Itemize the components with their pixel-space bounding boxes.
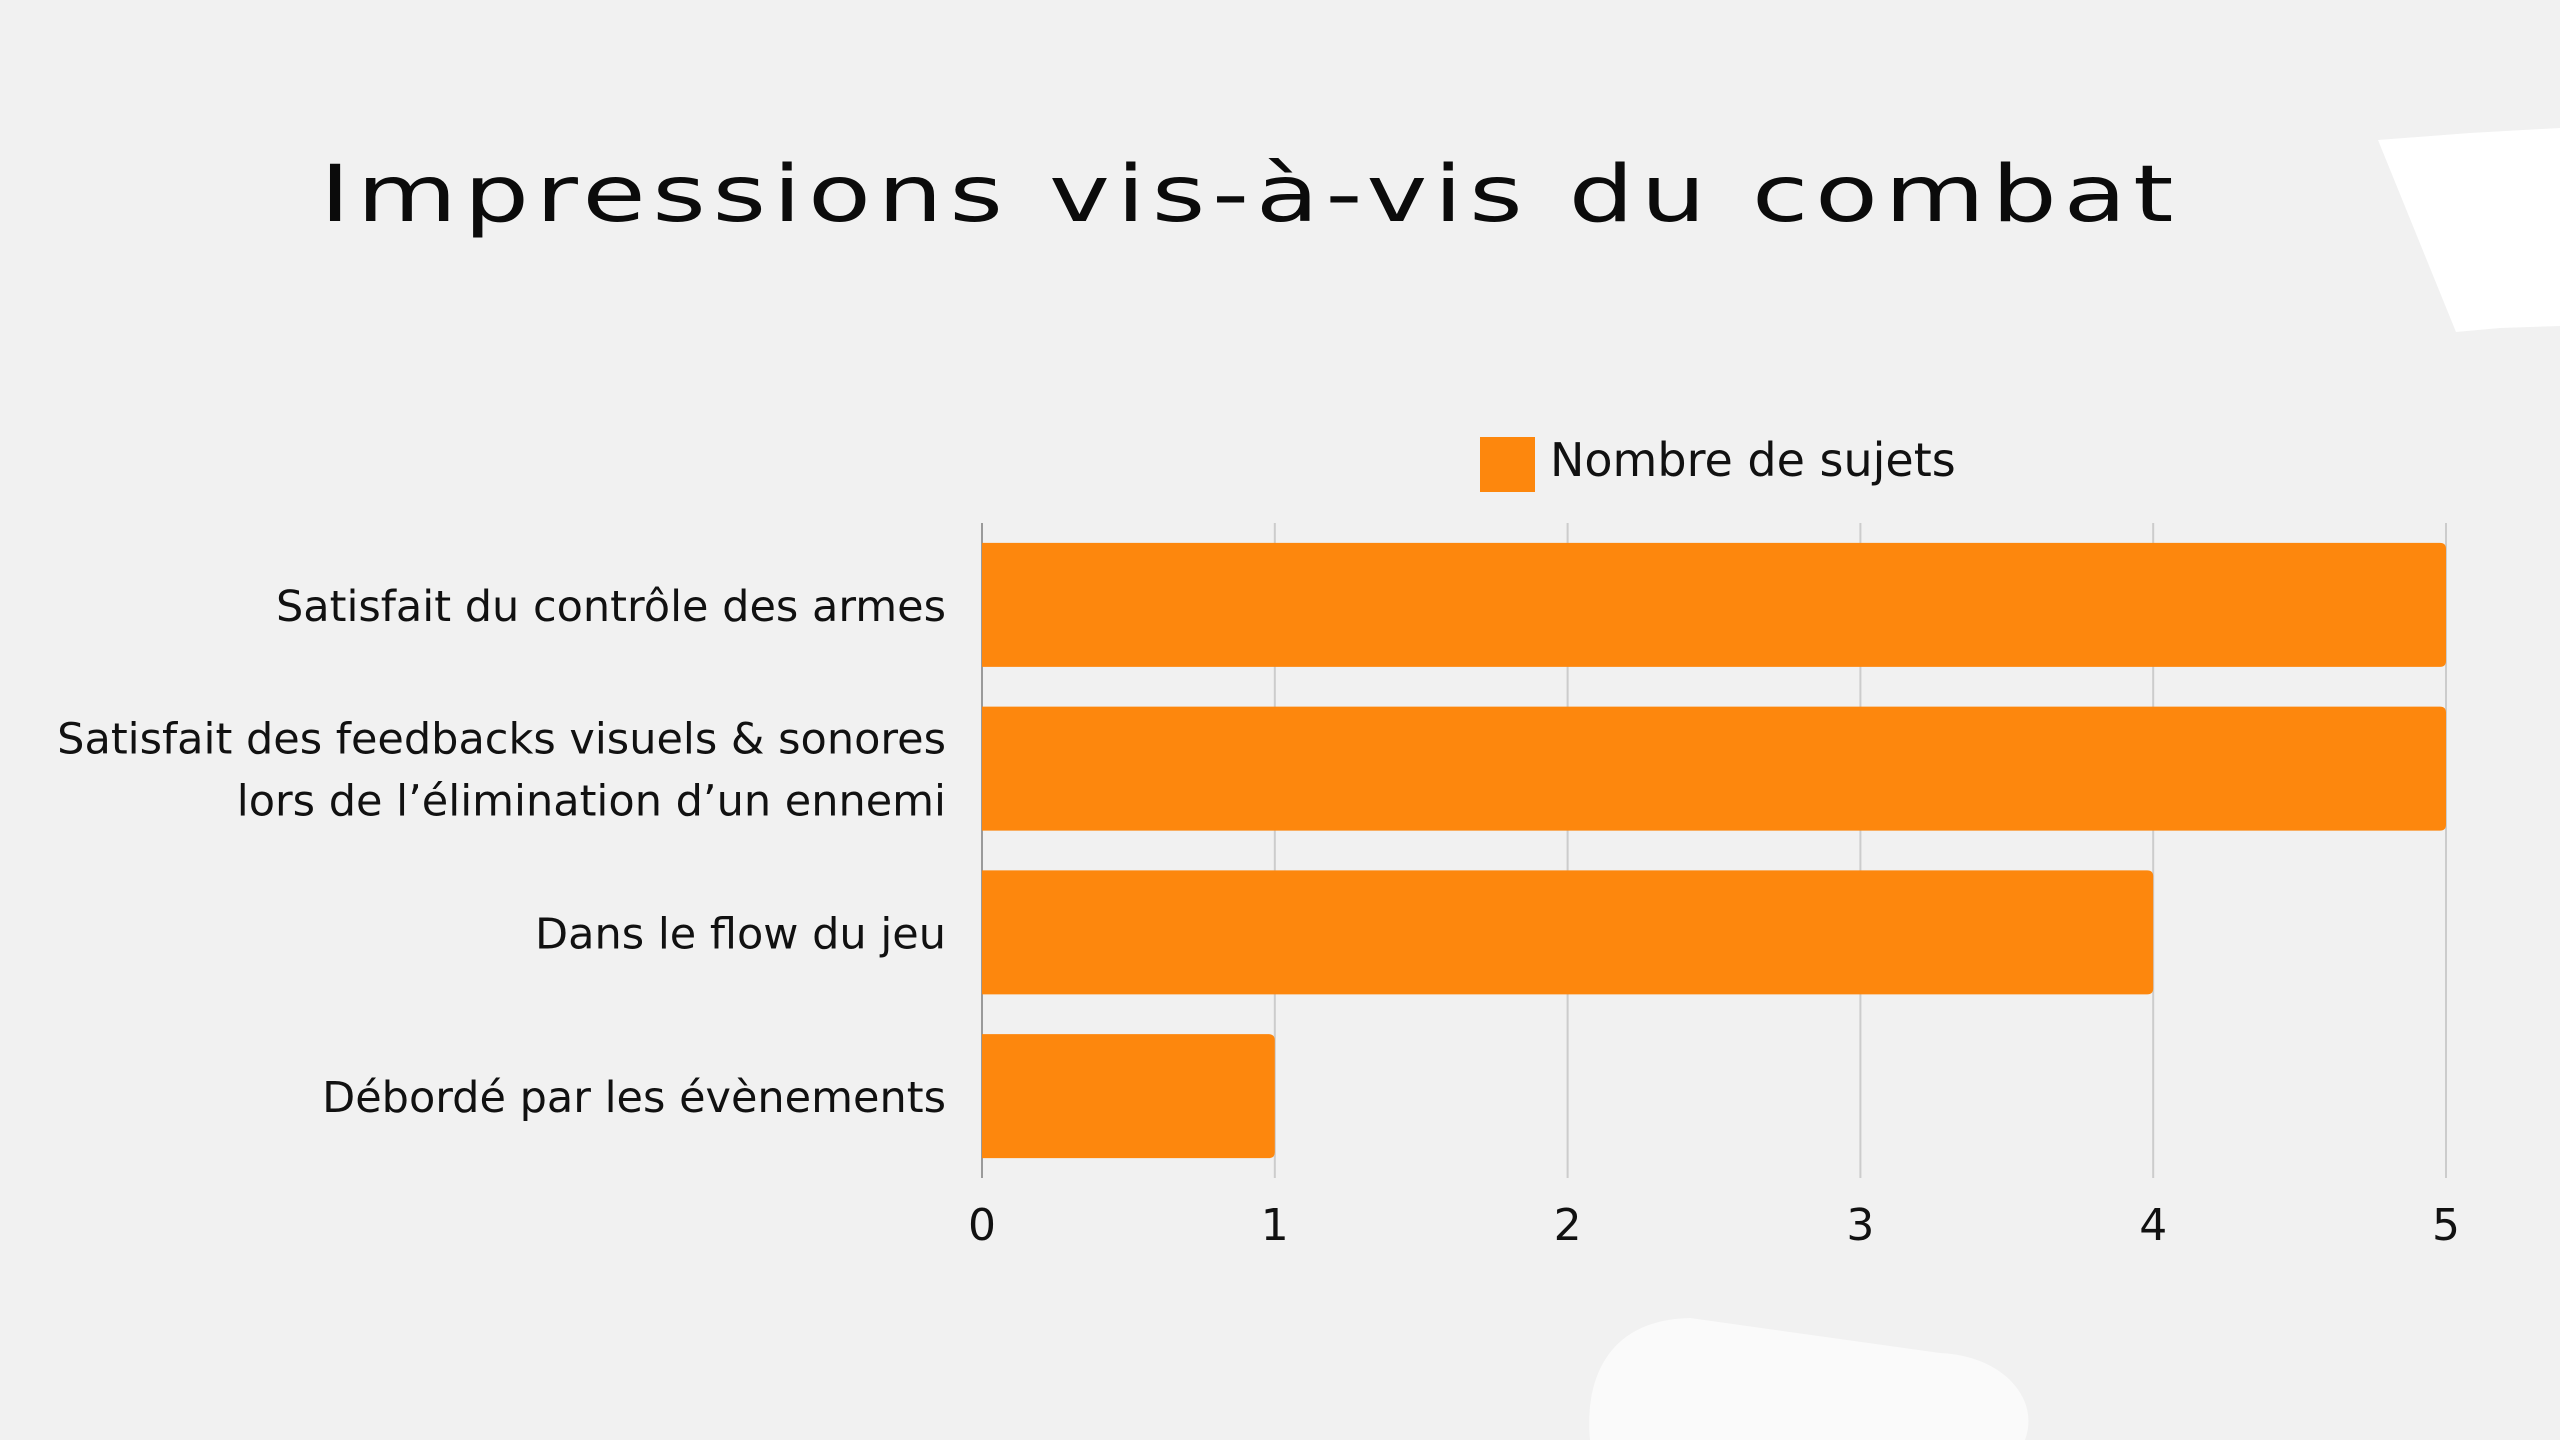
legend-swatch <box>1480 437 1535 492</box>
chart-x-tick-labels: 0 1 2 3 4 5 <box>968 1200 2460 1251</box>
category-label: Satisfait du contrôle des armes <box>276 582 946 632</box>
x-tick-label: 1 <box>1261 1200 1289 1251</box>
x-tick-label: 2 <box>1554 1200 1582 1251</box>
legend-label: Nombre de sujets <box>1550 433 1956 487</box>
category-label: Débordé par les évènements <box>322 1073 946 1123</box>
decor-shape-bottom <box>1589 1318 2029 1440</box>
x-tick-label: 3 <box>1846 1200 1874 1251</box>
chart-bars <box>982 542 2446 1159</box>
decor-shape-top-right <box>2378 128 2560 332</box>
x-tick-label: 0 <box>968 1200 996 1251</box>
chart-bar <box>982 1034 1275 1159</box>
chart-bar <box>982 706 2446 831</box>
chart-bar <box>982 542 2446 667</box>
category-label: Dans le flow du jeu <box>535 909 946 959</box>
chart-bar <box>982 870 2154 995</box>
category-label: lors de l’élimination d’un ennemi <box>237 777 946 827</box>
chart-legend: Nombre de sujets <box>1480 433 1956 492</box>
chart-category-labels: Satisfait du contrôle des armes Satisfait… <box>57 582 946 1123</box>
x-tick-label: 5 <box>2432 1200 2460 1251</box>
page-title: Impressions vis-à-vis du combat <box>319 150 2181 240</box>
category-label: Satisfait des feedbacks visuels & sonore… <box>57 715 946 765</box>
x-tick-label: 4 <box>2139 1200 2167 1251</box>
